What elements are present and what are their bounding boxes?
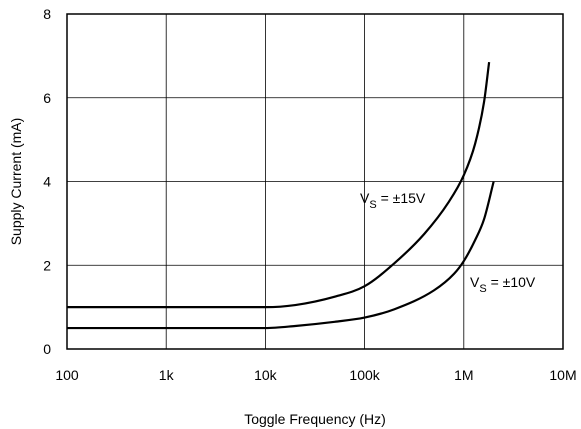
series-label-2: VS = ±10V [470, 274, 536, 295]
x-tick-labels: 100 1k 10k 100k 1M 10M [55, 367, 576, 383]
y-axis-title: Supply Current (mA) [8, 118, 24, 246]
y-tick-label: 0 [43, 341, 51, 357]
y-tick-label: 4 [43, 174, 51, 190]
plot-frame [66, 13, 564, 350]
y-tick-labels: 0 2 4 6 8 [43, 6, 51, 357]
series-lines [66, 62, 495, 330]
grid [67, 14, 563, 349]
x-tick-label: 1M [454, 367, 473, 383]
x-tick-label: 1k [159, 367, 175, 383]
x-tick-label: 10M [549, 367, 576, 383]
y-tick-label: 8 [43, 6, 51, 22]
series-line-1 [67, 62, 491, 309]
y-tick-label: 2 [43, 257, 51, 273]
x-axis-title: Toggle Frequency (Hz) [244, 411, 386, 427]
series-label-1: VS = ±15V [360, 190, 426, 211]
x-tick-label: 100 [55, 367, 79, 383]
x-tick-label: 10k [254, 367, 278, 383]
x-tick-label: 100k [349, 367, 380, 383]
series-line-2 [66, 181, 495, 330]
series-labels: VS = ±15V VS = ±10V [360, 190, 536, 295]
y-tick-label: 6 [43, 90, 51, 106]
